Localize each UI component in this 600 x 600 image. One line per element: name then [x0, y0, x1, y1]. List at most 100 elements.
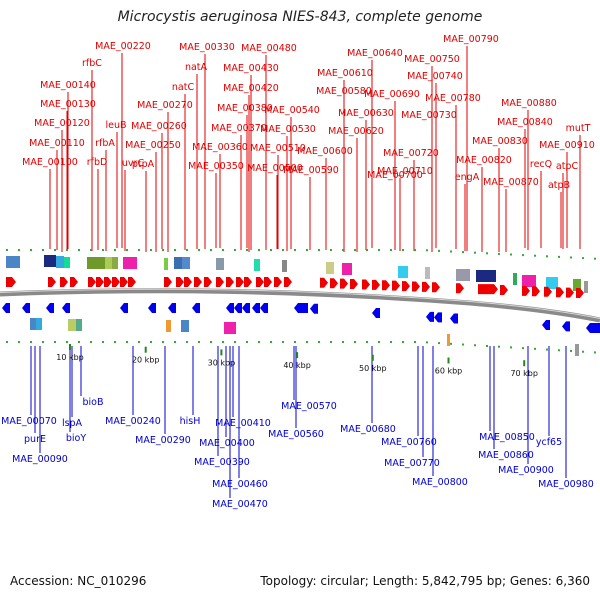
upper-gene-label: MAE_00790 — [443, 34, 499, 45]
upper-gene-labels: MAE_00220 MAE_00330 MAE_00480 MAE_00790 MAE_… — [22, 34, 595, 191]
track-dot — [102, 341, 104, 343]
track-dot — [414, 249, 416, 251]
upper-gene-label: MAE_00140 — [40, 80, 96, 91]
reverse-gene-arrow — [62, 303, 70, 313]
track-dot — [390, 249, 392, 251]
lower-gene-label: bioB — [83, 397, 104, 408]
track-dot — [150, 249, 152, 251]
lower-gene-label: MAE_00570 — [281, 401, 337, 412]
upper-gene-label: MAE_00130 — [40, 99, 96, 110]
track-dot — [114, 249, 116, 251]
feature-box — [105, 257, 113, 269]
track-dot — [270, 249, 272, 251]
upper-gene-label: MAE_00220 — [95, 41, 151, 52]
lower-gene-label: purE — [24, 434, 46, 445]
upper-gene-label: MAE_00710 — [377, 166, 433, 177]
track-dot — [354, 341, 356, 343]
upper-gene-label: MAE_00730 — [401, 110, 457, 121]
forward-gene-arrow — [6, 277, 16, 287]
feature-box — [513, 273, 517, 285]
forward-gene-arrow — [70, 277, 78, 287]
reverse-gene-arrow — [260, 303, 268, 313]
reverse-gene-arrow — [168, 303, 176, 313]
track-dot — [474, 251, 476, 254]
track-dot — [342, 341, 344, 343]
track-dot — [66, 341, 68, 343]
track-dot — [6, 341, 8, 343]
track-dot — [498, 345, 500, 348]
upper-gene-label: leuB — [105, 120, 126, 131]
lower-gene-label: MAE_00410 — [215, 418, 271, 429]
forward-gene-arrow — [128, 277, 136, 287]
lower-gene-label: MAE_00760 — [381, 437, 437, 448]
track-dot — [186, 249, 188, 251]
upper-gene-label: MAE_00690 — [364, 89, 420, 100]
track-dot — [318, 249, 320, 251]
track-dot — [30, 341, 32, 343]
lower-gene-label: MAE_00900 — [498, 465, 554, 476]
reverse-gene-arrow — [542, 319, 550, 330]
track-dot — [378, 341, 380, 343]
track-dot — [66, 249, 68, 251]
forward-gene-arrow — [576, 288, 584, 299]
forward-gene-arrow — [120, 277, 128, 287]
kbp-scale: 10 kbp 20 kbp 30 kbp 40 kbp 50 kbp 60 kbp 70 k… — [56, 344, 538, 378]
track-dot — [174, 249, 176, 251]
scale-tick-label: 40 kbp — [283, 361, 311, 370]
lower-gene-label: MAE_00470 — [212, 499, 268, 510]
reverse-gene-track — [2, 303, 600, 334]
track-dot — [318, 341, 320, 343]
track-dot — [18, 341, 20, 343]
feature-box — [522, 275, 536, 287]
scale-tick — [447, 357, 450, 364]
upper-gene-label: atpC — [556, 161, 579, 172]
track-dot — [546, 255, 548, 258]
reverse-gene-arrow — [22, 303, 30, 313]
lower-gene-label: ycf65 — [536, 437, 562, 448]
feature-box — [30, 318, 38, 330]
feature-box — [112, 257, 118, 269]
forward-gene-arrow — [216, 277, 224, 287]
track-dot — [570, 256, 572, 259]
forward-gene-arrow — [532, 286, 540, 297]
feature-box — [546, 277, 558, 289]
upper-gene-label: MAE_00360 — [192, 142, 248, 153]
track-dot — [582, 257, 584, 260]
genome-summary-text: Topology: circular; Length: 5,842,795 bp… — [260, 574, 590, 588]
forward-gene-arrow — [320, 277, 328, 288]
track-dot — [102, 249, 104, 251]
map-title: Microcystis aeruginosa NIES-843, complet… — [117, 9, 483, 25]
upper-gene-label: MAE_00480 — [241, 43, 297, 54]
upper-gene-label: MAE_00590 — [283, 165, 339, 176]
feature-boxes — [6, 255, 588, 356]
forward-gene-arrow — [412, 281, 420, 292]
lower-gene-label: hisH — [180, 416, 201, 427]
feature-box — [216, 258, 224, 270]
forward-gene-arrow — [274, 277, 282, 287]
track-dot — [510, 346, 512, 349]
upper-gene-label: MAE_00330 — [179, 42, 235, 53]
track-dot — [210, 341, 212, 343]
forward-gene-arrow — [264, 277, 272, 287]
track-dot — [486, 344, 488, 347]
track-dot — [486, 252, 488, 255]
track-dot — [450, 250, 452, 253]
upper-gene-label: MAE_00840 — [497, 117, 553, 128]
track-dot — [594, 257, 596, 260]
forward-gene-arrow — [456, 283, 464, 294]
track-dot — [534, 347, 536, 350]
upper-gene-label: rfbD — [87, 157, 108, 168]
forward-gene-arrow — [330, 278, 338, 289]
lower-gene-label: MAE_00980 — [538, 479, 594, 490]
upper-gene-label: MAE_00370 — [211, 123, 267, 134]
lower-gene-label: MAE_00240 — [105, 416, 161, 427]
upper-label-leaders — [49, 46, 581, 252]
upper-gene-label: MAE_00500 — [247, 163, 303, 174]
feature-box — [398, 266, 408, 278]
track-dot — [366, 249, 368, 251]
track-dot — [450, 342, 452, 345]
lower-gene-label: MAE_00400 — [199, 438, 255, 449]
feature-box — [326, 262, 334, 274]
upper-gene-label: MAE_00580 — [316, 86, 372, 97]
